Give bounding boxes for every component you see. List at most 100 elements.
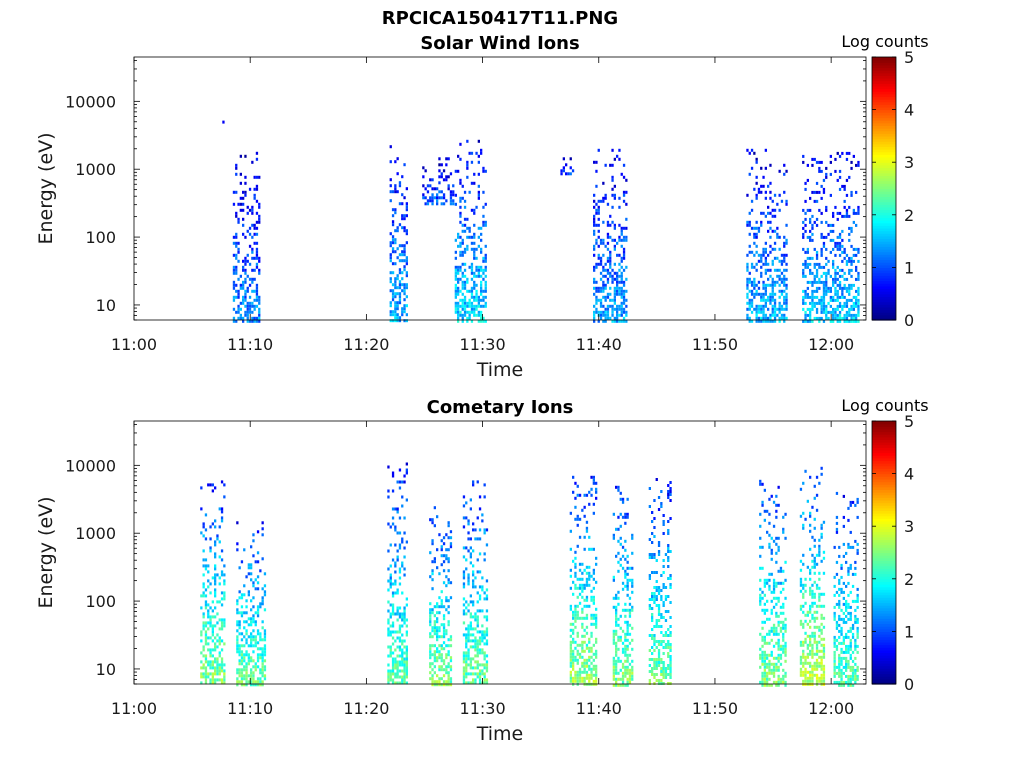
spectrogram-cell [631, 638, 634, 642]
spectrogram-cell [236, 647, 239, 651]
spectrogram-cell [440, 202, 443, 206]
spectrogram-cell [664, 646, 668, 649]
spectrogram-cell [761, 659, 764, 663]
spectrogram-cell [799, 661, 803, 665]
spectrogram-cell [477, 298, 480, 302]
spectrogram-cell [856, 515, 859, 519]
spectrogram-cell [467, 579, 470, 583]
spectrogram-cell [429, 644, 432, 648]
burst-6 [593, 148, 628, 323]
spectrogram-cell [843, 283, 846, 287]
spectrogram-cell [263, 572, 267, 576]
spectrogram-cell [405, 669, 408, 673]
spectrogram-cell [806, 280, 809, 284]
spectrogram-cell [857, 292, 860, 296]
spectrogram-cell [255, 151, 259, 155]
spectrogram-cell [820, 232, 823, 236]
spectrogram-cell [254, 560, 257, 564]
spectrogram-cell [768, 521, 771, 525]
spectrogram-cell [396, 256, 399, 260]
spectrogram-cell [616, 307, 619, 311]
spectrogram-cell [815, 262, 819, 266]
spectrogram-cell [391, 603, 395, 607]
spectrogram-cell [762, 286, 765, 290]
spectrogram-cell [624, 608, 627, 612]
spectrogram-cell [572, 622, 575, 626]
spectrogram-cell [783, 253, 786, 257]
spectrogram-cell [657, 553, 661, 556]
spectrogram-cell [442, 632, 446, 636]
spectrogram-cell [394, 241, 397, 245]
spectrogram-cell [820, 628, 823, 632]
spectrogram-cell [768, 587, 771, 591]
spectrogram-cell [254, 668, 257, 672]
spectrogram-cell [469, 663, 472, 667]
spectrogram-cell [480, 250, 483, 254]
spectrogram-cell [617, 683, 620, 687]
colorbar-segment [872, 191, 896, 195]
spectrogram-cell [248, 301, 252, 305]
spectrogram-cell [760, 319, 763, 323]
spectrogram-cell [843, 187, 846, 191]
spectrogram-cell [389, 301, 392, 305]
spectrogram-cell [609, 223, 612, 227]
spectrogram-cell [481, 663, 484, 667]
spectrogram-cell [214, 666, 217, 670]
colorbar-segment [872, 607, 896, 611]
spectrogram-cell [770, 551, 773, 555]
spectrogram-cell [207, 627, 210, 631]
spectrogram-cell [394, 319, 397, 323]
spectrogram-cell [463, 295, 467, 299]
spectrogram-cell [470, 319, 474, 323]
spectrogram-cell [847, 674, 850, 678]
spectrogram-cell [847, 629, 850, 633]
spectrogram-cell [813, 484, 816, 488]
spectrogram-cell [576, 673, 579, 677]
spectrogram-cell [242, 202, 245, 206]
spectrogram-cell [438, 157, 441, 161]
spectrogram-cell [583, 640, 586, 644]
spectrogram-cell [403, 289, 406, 293]
spectrogram-cell [465, 546, 468, 550]
spectrogram-cell [232, 202, 236, 206]
spectrogram-cell [820, 535, 823, 539]
spectrogram-cell [813, 517, 816, 521]
spectrogram-cell [214, 645, 217, 649]
spectrogram-cell [847, 593, 850, 597]
spectrogram-cell [483, 678, 486, 682]
spectrogram-cell [842, 602, 845, 606]
spectrogram-cell [590, 673, 593, 677]
spectrogram-cell [783, 316, 786, 320]
spectrogram-cell [755, 250, 758, 254]
spectrogram-cell [856, 635, 859, 639]
spectrogram-cell [612, 596, 615, 600]
spectrogram-cell [571, 169, 575, 173]
spectrogram-cell [755, 307, 758, 311]
spectrogram-cell [802, 235, 805, 239]
spectrogram-cell [481, 588, 484, 592]
spectrogram-cell [615, 617, 618, 621]
colorbar-segment [872, 172, 896, 176]
spectrogram-cell [835, 644, 839, 648]
spectrogram-cell [581, 670, 584, 674]
spectrogram-cell [806, 256, 809, 260]
spectrogram-cell [780, 280, 784, 284]
spectrogram-cell [767, 277, 770, 281]
spectrogram-cell [391, 235, 395, 239]
spectrogram-cell [403, 555, 406, 559]
spectrogram-cell [438, 650, 441, 654]
spectrogram-cell [667, 547, 670, 550]
spectrogram-cell [433, 614, 436, 618]
spectrogram-cell [806, 622, 809, 626]
spectrogram-cell [617, 515, 620, 519]
spectrogram-cell [253, 277, 256, 281]
spectrogram-cell [454, 304, 457, 308]
spectrogram-cell [818, 661, 821, 665]
spectrogram-cell [648, 604, 651, 607]
spectrogram-cell [467, 681, 470, 685]
spectrogram-cell [398, 576, 402, 580]
spectrogram-cell [843, 316, 846, 320]
spectrogram-cell [480, 280, 483, 284]
spectrogram-cell [403, 268, 406, 272]
spectrogram-cell [436, 566, 439, 570]
